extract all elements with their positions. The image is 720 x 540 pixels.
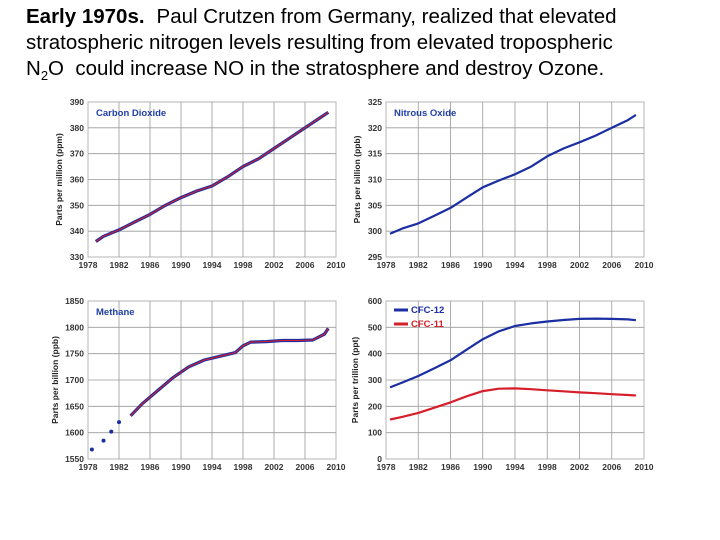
y-axis-label: Parts per billion (ppb) xyxy=(352,135,362,223)
x-tick-label: 1994 xyxy=(506,260,525,270)
caption-text: Early 1970s. Paul Crutzen from Germany, r… xyxy=(26,4,706,89)
legend-label: CFC-12 xyxy=(411,305,444,316)
x-tick-label: 1978 xyxy=(377,260,396,270)
x-tick-label: 1994 xyxy=(203,260,222,270)
data-point xyxy=(117,420,121,425)
x-tick-label: 1990 xyxy=(172,260,191,270)
x-tick-label: 1998 xyxy=(234,462,253,472)
x-tick-label: 2006 xyxy=(296,462,315,472)
y-tick-label: 350 xyxy=(70,200,84,210)
x-tick-label: 1998 xyxy=(538,462,557,472)
x-tick-label: 1986 xyxy=(141,260,160,270)
x-tick-label: 2006 xyxy=(602,260,621,270)
y-tick-label: 600 xyxy=(368,296,382,306)
y-tick-label: 370 xyxy=(70,149,84,159)
data-point xyxy=(109,429,114,434)
y-tick-label: 330 xyxy=(70,252,84,262)
x-tick-label: 2006 xyxy=(296,260,315,270)
cfc-11-line xyxy=(389,387,636,421)
y-tick-label: 500 xyxy=(368,322,382,332)
co2-line-trend xyxy=(95,111,329,242)
methane-chart: 1978 1982 1986 1990 1994 1998 2002 2006 2010 1550… xyxy=(50,296,346,472)
x-tick-label: 2010 xyxy=(635,462,654,472)
y-tick-label: 315 xyxy=(368,149,382,159)
cfc-chart: 1978 1982 1986 1990 1994 1998 2002 2006 2010 0 100… xyxy=(350,296,654,472)
y-tick-label: 1650 xyxy=(65,401,84,411)
x-tick-label: 1982 xyxy=(110,462,129,472)
y-tick-label: 1700 xyxy=(65,375,84,385)
n2o-chart: 1978 1982 1986 1990 1994 1998 2002 2006 2010 295 3… xyxy=(352,97,654,270)
data-point xyxy=(101,438,106,443)
n2o-o: O xyxy=(48,57,64,80)
y-tick-label: 320 xyxy=(368,123,382,133)
x-tick-label: 2010 xyxy=(327,260,346,270)
chart-title: Methane xyxy=(96,307,135,318)
caption-line1: Paul Crutzen from Germany, realized that… xyxy=(156,5,617,28)
caption-heading: Early 1970s. xyxy=(26,5,145,28)
y-axis-label: Parts per billion (ppb) xyxy=(50,336,60,424)
chart-title: Nitrous Oxide xyxy=(394,108,456,119)
x-tick-label: 1978 xyxy=(377,462,396,472)
x-tick-label: 1982 xyxy=(409,462,428,472)
x-tick-label: 1990 xyxy=(172,462,191,472)
y-tick-label: 300 xyxy=(368,226,382,236)
x-tick-label: 2002 xyxy=(570,260,589,270)
x-tick-label: 1998 xyxy=(538,260,557,270)
y-axis-label: Parts per trillion (ppt) xyxy=(350,337,360,424)
y-tick-label: 295 xyxy=(368,252,382,262)
caption-line2: stratospheric nitrogen levels resulting … xyxy=(26,31,613,54)
y-tick-label: 0 xyxy=(377,454,382,464)
y-axis-label: Parts per million (ppm) xyxy=(54,133,64,226)
y-tick-label: 1550 xyxy=(65,454,84,464)
x-tick-label: 1990 xyxy=(473,462,492,472)
y-tick-label: 380 xyxy=(70,123,84,133)
x-tick-label: 2002 xyxy=(265,462,284,472)
y-tick-label: 100 xyxy=(368,428,382,438)
x-tick-label: 1982 xyxy=(110,260,129,270)
x-tick-label: 2010 xyxy=(327,462,346,472)
y-tick-label: 1600 xyxy=(65,428,84,438)
x-tick-label: 1994 xyxy=(506,462,525,472)
ch4-line-trend xyxy=(130,328,329,417)
y-tick-label: 325 xyxy=(368,97,382,107)
y-tick-label: 310 xyxy=(368,175,382,185)
x-tick-label: 2010 xyxy=(635,260,654,270)
x-tick-label: 1982 xyxy=(409,260,428,270)
y-tick-label: 1750 xyxy=(65,349,84,359)
cfc-12-line xyxy=(389,317,637,389)
x-tick-label: 2002 xyxy=(570,462,589,472)
legend-label: CFC-11 xyxy=(411,319,444,330)
y-tick-label: 390 xyxy=(70,97,84,107)
y-tick-label: 1800 xyxy=(65,322,84,332)
y-tick-label: 305 xyxy=(368,200,382,210)
y-tick-label: 340 xyxy=(70,226,84,236)
y-tick-label: 1850 xyxy=(65,296,84,306)
x-tick-label: 1986 xyxy=(141,462,160,472)
y-tick-label: 360 xyxy=(70,175,84,185)
x-tick-label: 1986 xyxy=(441,462,460,472)
x-tick-label: 1990 xyxy=(473,260,492,270)
data-point xyxy=(89,447,94,452)
x-tick-label: 1994 xyxy=(203,462,222,472)
x-tick-label: 2006 xyxy=(602,462,621,472)
n2o-line xyxy=(389,113,637,235)
y-tick-label: 400 xyxy=(368,349,382,359)
caption-line3: could increase NO in the stratosphere an… xyxy=(75,57,605,80)
x-tick-label: 1978 xyxy=(79,462,98,472)
n2o-sub: 2 xyxy=(40,68,49,84)
x-tick-label: 1998 xyxy=(234,260,253,270)
chart-title: Carbon Dioxide xyxy=(96,108,166,119)
co2-chart: 1978 1982 1986 1990 1994 1998 2002 2006 2010 330 3… xyxy=(54,97,346,270)
y-tick-label: 300 xyxy=(368,375,382,385)
x-tick-label: 1978 xyxy=(79,260,98,270)
x-tick-label: 1986 xyxy=(441,260,460,270)
y-tick-label: 200 xyxy=(368,401,382,411)
n2o-n: N xyxy=(26,57,41,80)
x-tick-label: 2002 xyxy=(265,260,284,270)
